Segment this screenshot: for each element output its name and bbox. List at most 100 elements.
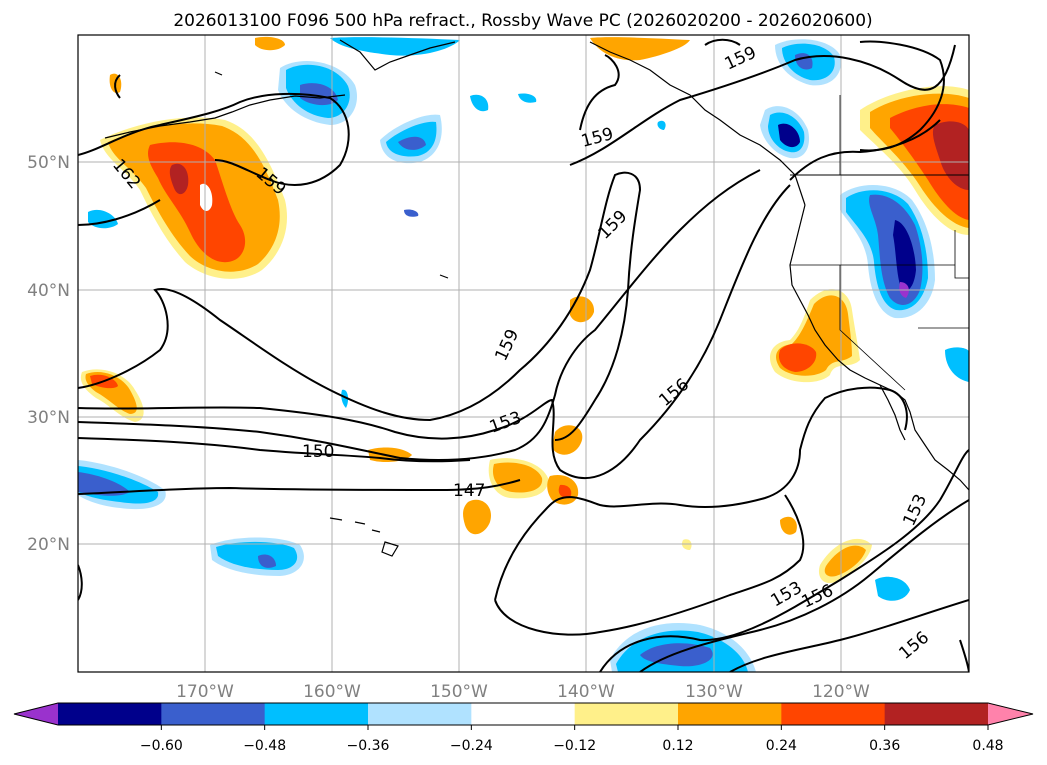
anomaly-negative-8b xyxy=(216,541,298,570)
anomaly-negative-10 xyxy=(875,576,910,601)
anomaly-negative-1d xyxy=(893,220,916,291)
colorbar-tick-label: 0.48 xyxy=(972,738,1003,754)
contour-159-ne xyxy=(569,44,956,166)
anomaly-positive-6b xyxy=(558,484,572,499)
colorbar-segment xyxy=(368,703,472,725)
lon-label: 130°W xyxy=(685,682,743,702)
anomaly-positive-8 xyxy=(552,425,583,455)
lon-label: 140°W xyxy=(557,682,615,702)
colorbar-tick-label: −0.12 xyxy=(553,738,596,754)
lon-label: 150°W xyxy=(430,682,488,702)
graticule xyxy=(78,35,969,672)
map-frame xyxy=(77,34,970,673)
colorbar-extend-min xyxy=(14,703,58,725)
contour-159-mid xyxy=(78,171,642,441)
contour-156-bc xyxy=(789,119,941,181)
colorbar-tick-label: −0.60 xyxy=(140,738,183,754)
anomaly-hole xyxy=(200,183,213,212)
contour-159-n xyxy=(579,54,620,131)
anomaly-negative-8c xyxy=(258,554,276,568)
anomaly-positive-14 xyxy=(255,36,285,51)
small-islands xyxy=(214,71,449,279)
anomaly-negative-7c xyxy=(78,472,130,496)
contour-153 xyxy=(78,169,761,461)
lat-label: 20°N xyxy=(27,535,70,555)
baja-california xyxy=(879,384,906,441)
colorbar-tick-label: 0.36 xyxy=(869,738,900,754)
anomaly-positive-1d xyxy=(169,163,189,195)
anomaly-negative-11 xyxy=(945,347,969,382)
map-area: 162 159 159 159 159 159 156 153 150 147 … xyxy=(78,35,969,672)
refractivity-contours xyxy=(78,38,969,672)
anomaly-positive-12 xyxy=(780,516,797,535)
colorbar-tick-label: −0.24 xyxy=(450,738,493,754)
colorbar-segment xyxy=(678,703,782,725)
negative-anomaly-fills xyxy=(78,37,969,672)
lat-label: 30°N xyxy=(27,408,70,428)
latitude-labels: 50°N 40°N 30°N 20°N xyxy=(27,153,70,555)
colorbar-segment xyxy=(471,703,576,725)
contour-147 xyxy=(78,479,521,495)
figure-title: 2026013100 F096 500 hPa refract., Rossby… xyxy=(173,11,872,31)
contour-153-loop xyxy=(494,494,805,636)
alaska-south-coast xyxy=(339,39,456,71)
contour-label: 150 xyxy=(302,442,334,462)
contour-159-nw xyxy=(78,92,350,186)
anomaly-negative-2c xyxy=(778,123,800,148)
colorbar-outline xyxy=(13,702,1034,726)
colorbar-ticks: −0.60 −0.48 −0.36 −0.24 −0.12 0.12 0.24 0.36 0.4… xyxy=(140,725,1004,754)
us-west-coast xyxy=(789,204,969,491)
anomaly-negative-14 xyxy=(518,93,537,103)
contour-159-top xyxy=(704,38,741,46)
colorbar-segments xyxy=(14,703,1033,725)
positive-anomaly-fills xyxy=(80,36,969,584)
anomaly-positive-11b xyxy=(824,545,866,577)
contour-153-south xyxy=(494,386,908,601)
colorbar-segment xyxy=(264,703,369,725)
colorbar-segment xyxy=(58,703,162,725)
colorbar-extend-max xyxy=(988,703,1033,725)
lon-label: 160°W xyxy=(303,682,361,702)
anomaly-positive-16 xyxy=(681,539,692,550)
contour-150 xyxy=(78,437,471,463)
longitude-labels: 170°W 160°W 150°W 140°W 130°W 120°W xyxy=(176,682,870,702)
colorbar-segment xyxy=(781,703,886,725)
state-border-4 xyxy=(954,230,969,279)
anomaly-positive-7 xyxy=(463,499,491,535)
anomaly-negative-6 xyxy=(330,37,460,56)
lon-label: 120°W xyxy=(812,682,870,702)
lon-label: 170°W xyxy=(176,682,234,702)
colorbar-tick-label: −0.48 xyxy=(243,738,286,754)
anomaly-positive-3c xyxy=(778,343,817,372)
contour-small-1 xyxy=(114,74,121,99)
colorbar: −0.60 −0.48 −0.36 −0.24 −0.12 0.12 0.24 0.36 0.4… xyxy=(13,702,1034,754)
colorbar-tick-label: −0.36 xyxy=(347,738,390,754)
contour-label: 147 xyxy=(453,481,485,501)
contour-156-se xyxy=(729,599,969,672)
coastlines xyxy=(104,39,969,557)
colorbar-segment xyxy=(884,703,989,725)
lat-label: 40°N xyxy=(27,281,70,301)
anomaly-positive-2d xyxy=(932,121,969,190)
colorbar-tick-label: 0.24 xyxy=(766,738,797,754)
colorbar-segment xyxy=(574,703,679,725)
anomaly-negative-13 xyxy=(470,94,489,112)
contour-156 xyxy=(78,184,791,480)
colorbar-segment xyxy=(161,703,266,725)
anomaly-negative-4c xyxy=(300,83,338,106)
contour-162 xyxy=(78,199,161,226)
anomaly-negative-5c xyxy=(398,136,426,150)
alaska-bc-coast xyxy=(589,41,806,206)
colorbar-tick-label: 0.12 xyxy=(662,738,693,754)
lat-label: 50°N xyxy=(27,153,70,173)
contour-west-edge xyxy=(78,564,83,601)
state-border-2 xyxy=(839,265,906,391)
anomaly-positive-5b xyxy=(492,462,543,493)
anomaly-negative-17 xyxy=(341,389,349,408)
hawaiian-islands xyxy=(329,517,399,557)
contour-156-south xyxy=(599,449,969,672)
anomaly-negative-15 xyxy=(657,120,666,130)
anomaly-negative-16 xyxy=(404,209,419,217)
contour-153-se xyxy=(639,499,969,672)
